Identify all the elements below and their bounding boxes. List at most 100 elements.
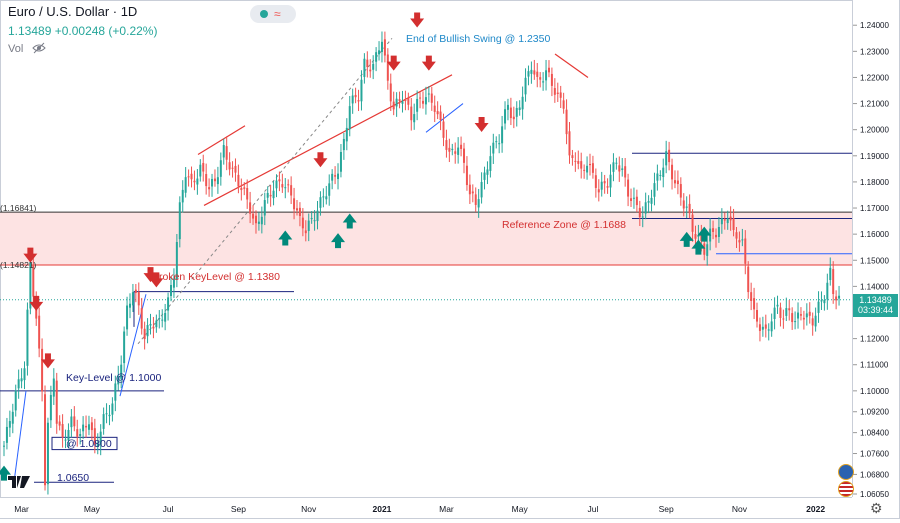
candle-body: [501, 126, 504, 144]
time-tick-label: 2022: [806, 504, 825, 514]
time-axis[interactable]: Mar May Jul Sep Nov 2021 Mar May Jul Sep Nov 2022: [0, 497, 852, 518]
candle-body: [269, 194, 272, 197]
key-level-text: Key-Level @ 1.1000: [66, 372, 161, 384]
candle-body: [586, 165, 589, 173]
candle-body: [219, 160, 222, 177]
candle-body: [442, 121, 445, 138]
tradingview-logo-icon[interactable]: [8, 474, 30, 491]
candle-body: [252, 213, 255, 219]
candle-body: [436, 111, 439, 115]
fib-1.16841-label: (1.16841): [0, 203, 37, 213]
candle-body: [580, 161, 583, 169]
candle-body: [676, 180, 679, 185]
candle-body: [137, 292, 140, 306]
candle-body: [67, 429, 70, 441]
candle-body: [826, 282, 829, 300]
candle-body: [799, 314, 802, 316]
candle-body: [606, 186, 609, 188]
candle-body: [539, 77, 542, 80]
candle-body: [594, 175, 597, 188]
price-tick-label: 1.12000: [860, 335, 889, 344]
candle-body: [237, 174, 240, 187]
pullback-path-line: [425, 103, 464, 133]
candle-body: [64, 439, 67, 441]
candle-body: [735, 232, 738, 239]
candle-body: [181, 189, 184, 203]
sell-arrow: [386, 55, 401, 71]
candle-body: [612, 162, 615, 172]
candle-body: [196, 178, 199, 185]
candle-body: [600, 181, 603, 190]
candle-body: [134, 289, 137, 294]
level-1.0650-text: 1.0650: [57, 472, 89, 484]
candle-body: [665, 151, 668, 166]
volume-label[interactable]: Vol: [8, 43, 24, 55]
candle-body: [149, 323, 152, 326]
candle-body: [345, 127, 348, 142]
candle-body: [761, 326, 764, 330]
candle-body: [794, 321, 797, 323]
candle-body: [20, 378, 23, 382]
candle-body: [618, 165, 621, 172]
candle-body: [416, 98, 419, 112]
candle-body: [82, 424, 85, 432]
candle-body: [805, 313, 808, 318]
candle-body: [688, 203, 691, 214]
time-tick-label: Sep: [659, 504, 674, 514]
candle-body: [556, 92, 559, 95]
end-of-bullish-swing-text: End of Bullish Swing @ 1.2350: [406, 33, 550, 45]
candle-body: [202, 163, 205, 172]
candle-body: [732, 218, 735, 230]
candle-body: [240, 187, 243, 191]
candle-body: [234, 165, 237, 173]
candle-body: [29, 262, 32, 309]
candle-body: [545, 70, 548, 81]
candle-body: [257, 221, 260, 224]
gear-icon[interactable]: ⚙: [870, 500, 883, 516]
candle-body: [404, 100, 407, 102]
market-status-pill[interactable]: ≈: [250, 5, 296, 23]
candle-body: [682, 200, 685, 209]
candle-body: [213, 178, 216, 182]
candle-body: [471, 191, 474, 194]
candle-body: [360, 79, 363, 102]
candle-body: [167, 297, 170, 311]
candle-body: [49, 394, 52, 421]
candle-body: [571, 155, 574, 159]
candle-body: [591, 163, 594, 173]
price-tick-label: 1.20000: [860, 126, 889, 135]
candle-body: [568, 131, 571, 156]
buy-arrow: [278, 230, 293, 246]
candle-body: [609, 174, 612, 188]
candle-body: [52, 378, 55, 397]
chart-canvas[interactable]: End of Bullish Swing @ 1.2350 Reference Z…: [0, 0, 852, 497]
hidden-eye-icon[interactable]: [32, 42, 46, 54]
price-scale[interactable]: 1.24000 1.23000 1.22000 1.21000 1.20000 1.190…: [852, 0, 899, 499]
candle-body: [389, 83, 392, 102]
candle-body: [632, 197, 635, 199]
candle-body: [744, 238, 747, 264]
candle-body: [673, 180, 676, 184]
candle-body: [433, 105, 436, 112]
eu-flag-icon: [838, 464, 854, 480]
candle-body: [375, 52, 378, 62]
candle-body: [776, 304, 779, 307]
candle-body: [155, 320, 158, 328]
candle-body: [120, 364, 123, 379]
candle-body: [331, 173, 334, 181]
candle-body: [832, 269, 835, 295]
price-tick-label: 1.15000: [860, 256, 889, 265]
candle-body: [410, 106, 413, 121]
price-tick-label: 1.24000: [860, 21, 889, 30]
time-tick-label: May: [84, 504, 101, 514]
market-open-dot-icon: [260, 10, 268, 18]
candle-body: [835, 296, 838, 301]
sell-arrow: [421, 55, 436, 71]
candle-body: [26, 309, 29, 366]
candle-body: [187, 176, 190, 178]
candle-body: [205, 174, 208, 187]
candle-body: [767, 329, 770, 331]
symbol-title[interactable]: Euro / U.S. Dollar · 1D: [8, 4, 138, 19]
time-tick-label: Jul: [587, 504, 598, 514]
candle-body: [44, 394, 47, 486]
